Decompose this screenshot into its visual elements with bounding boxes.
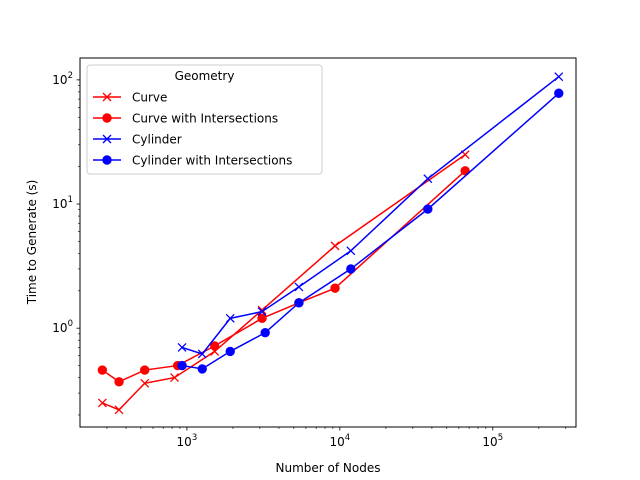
data-point: [197, 364, 207, 374]
data-point: [97, 398, 107, 408]
data-point: [554, 72, 564, 82]
data-point: [330, 283, 340, 293]
y-tick-label: 101: [52, 195, 73, 211]
data-point: [225, 346, 235, 357]
legend-marker: [102, 92, 112, 102]
x-tick-label: 105: [482, 433, 503, 449]
series-3: [177, 72, 564, 359]
data-point: [97, 365, 108, 375]
series-line: [181, 92, 560, 370]
legend-label: Cylinder with Intersections: [132, 154, 292, 168]
x-tick-label: 103: [177, 433, 198, 449]
data-point: [294, 282, 304, 292]
series-line: [181, 76, 560, 355]
data-point: [257, 313, 267, 324]
legend-marker: [102, 134, 112, 144]
y-tick-label: 100: [52, 319, 73, 335]
data-point: [210, 341, 220, 351]
data-point: [177, 342, 187, 352]
series-1: [97, 150, 470, 415]
data-point: [170, 373, 179, 383]
data-point: [140, 365, 150, 375]
data-point: [114, 405, 124, 415]
legend-label: Curve: [132, 91, 167, 105]
data-point: [260, 327, 270, 338]
data-point: [257, 307, 267, 317]
legend-item: Cylinder with Intersections: [93, 154, 292, 168]
data-point: [423, 204, 433, 214]
data-point: [197, 349, 207, 359]
legend-marker: [102, 155, 112, 165]
legend: Geometry Curve Curve with Intersections Cy…: [86, 64, 323, 175]
series-4: [177, 88, 564, 374]
legend-item: Cylinder: [93, 133, 182, 147]
data-point: [177, 360, 187, 371]
data-point: [140, 378, 150, 388]
x-axis-label: Number of Nodes: [276, 461, 381, 475]
plot-frame: [79, 57, 577, 428]
legend-item: Curve: [93, 91, 167, 105]
data-point: [423, 174, 433, 184]
legend-marker: [102, 113, 112, 123]
data-point: [225, 313, 235, 323]
data-point: [554, 88, 564, 98]
data-point: [294, 298, 304, 308]
data-point: [330, 241, 340, 251]
data-point: [114, 377, 124, 387]
data-point: [346, 264, 356, 274]
x-tick-label: 104: [329, 433, 350, 449]
legend-frame: [86, 64, 323, 175]
legend-title: Geometry: [175, 69, 235, 83]
y-axis-label: Time to Generate (s): [25, 180, 39, 306]
series-layer: [97, 72, 564, 415]
y-tick-label: 102: [52, 71, 73, 87]
series-2: [97, 166, 470, 387]
legend-label: Curve with Intersections: [132, 112, 278, 126]
legend-item: Curve with Intersections: [93, 112, 278, 126]
legend-label: Cylinder: [132, 133, 182, 147]
series-line: [102, 154, 466, 411]
data-point: [346, 246, 356, 256]
